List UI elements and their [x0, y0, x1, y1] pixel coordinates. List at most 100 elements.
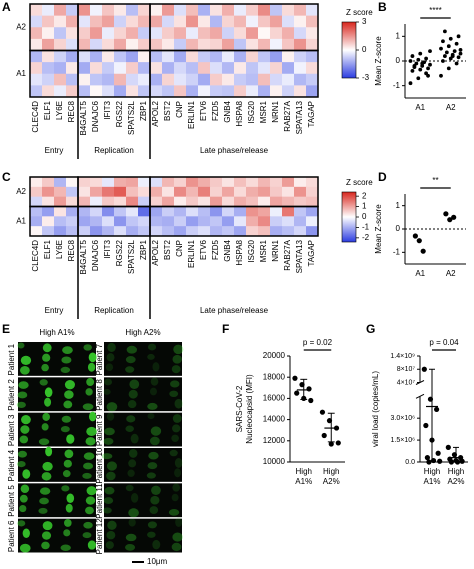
cell-fluorescence — [125, 543, 136, 551]
heatmap-cell — [186, 73, 199, 86]
cell-fluorescence — [38, 438, 50, 446]
heatmap-cell — [234, 15, 247, 28]
colorbar-tick-label: 0 — [362, 45, 367, 54]
heatmap-cell — [306, 73, 319, 86]
y-tick-label: 20000 — [263, 351, 286, 360]
cell-fluorescence — [63, 529, 71, 537]
heatmap-cell — [306, 206, 319, 217]
data-point — [452, 49, 457, 54]
heatmap-cell — [42, 216, 55, 227]
heatmap-cell — [282, 62, 295, 75]
column-label: High A1% — [39, 328, 74, 337]
heatmap-cell — [114, 50, 127, 63]
heatmap-cell — [114, 177, 127, 188]
heatmap-cell — [150, 226, 163, 237]
cell-fluorescence — [17, 391, 28, 399]
heatmap-cell — [222, 15, 235, 28]
heatmap-cell — [78, 186, 91, 198]
heatmap-cell — [258, 38, 271, 51]
heatmap-cell — [258, 196, 271, 207]
cell-fluorescence — [125, 356, 136, 364]
heatmap-cell — [198, 206, 211, 217]
heatmap-cell — [138, 62, 151, 75]
cell-fluorescence — [172, 532, 183, 542]
heatmap-cell — [210, 15, 223, 28]
cell-fluorescence — [63, 459, 72, 468]
data-point — [416, 238, 422, 244]
heatmap-cell — [66, 4, 79, 17]
heatmap-cell — [306, 196, 319, 207]
micrograph — [104, 342, 182, 376]
panel-letter: A — [2, 0, 11, 14]
column-label: B4GALT5 — [79, 239, 88, 274]
data-point — [450, 54, 455, 58]
y-tick-label: 1 — [396, 201, 401, 210]
colorbar-title: Z score — [346, 178, 373, 187]
heatmap-cell — [198, 15, 211, 28]
heatmap-cell — [54, 206, 67, 217]
cell-fluorescence — [62, 470, 71, 478]
data-point — [420, 248, 426, 254]
heatmap-cell — [102, 85, 115, 98]
colorbar-tick-label: 1 — [362, 202, 367, 211]
heatmap-cell — [198, 73, 211, 86]
heatmap-cell — [30, 50, 43, 63]
panel-letter: B — [378, 0, 387, 14]
heatmap-cell — [42, 15, 55, 28]
column-label: APOL2 — [151, 239, 160, 265]
cell-fluorescence — [147, 521, 157, 529]
cell-fluorescence — [19, 435, 29, 444]
heatmap-cell — [234, 186, 247, 198]
heatmap-cell — [102, 206, 115, 217]
data-point — [424, 455, 430, 461]
heatmap-cell — [114, 73, 127, 86]
heatmap-cell — [90, 38, 103, 51]
heatmap-cell — [90, 85, 103, 98]
heatmap-cell — [78, 27, 91, 40]
data-point — [410, 54, 415, 58]
data-point — [434, 406, 440, 413]
heatmap-cell — [54, 177, 67, 188]
micrograph — [18, 412, 96, 447]
heatmap-cell — [42, 226, 55, 237]
heatmap-cell — [42, 196, 55, 207]
patient-label: Patient 12 — [95, 518, 104, 555]
cell-fluorescence — [174, 468, 182, 478]
patient-label: Patient 5 — [7, 485, 16, 517]
heatmap-cell — [126, 85, 139, 98]
heatmap-cell — [78, 38, 91, 51]
cell-fluorescence — [174, 398, 183, 409]
y-tick-label: 1.5×10⁶ — [391, 437, 416, 444]
cell-fluorescence — [125, 484, 134, 492]
cell-fluorescence — [174, 458, 183, 468]
cell-fluorescence — [147, 531, 156, 538]
cell-fluorescence — [62, 346, 73, 354]
cell-fluorescence — [149, 387, 157, 396]
heatmap-cell — [138, 73, 151, 86]
micrograph — [104, 483, 182, 518]
column-label: FZD5 — [211, 100, 220, 121]
cell-fluorescence — [152, 539, 161, 550]
column-label: TAGAP — [307, 101, 316, 128]
heatmap-cell — [246, 177, 259, 188]
data-point — [335, 440, 341, 446]
y-axis-label: SARS-CoV-2 — [235, 385, 244, 432]
data-point — [418, 51, 423, 56]
heatmap-cell — [210, 216, 223, 227]
heatmap-cell — [78, 73, 91, 86]
cell-fluorescence — [172, 414, 182, 423]
colorbar-tick-label: 3 — [362, 17, 367, 26]
cell-fluorescence — [128, 389, 138, 399]
heatmap-cell — [246, 62, 259, 75]
micrograph — [18, 483, 96, 518]
cell-fluorescence — [172, 424, 181, 433]
heatmap-cell — [186, 216, 199, 227]
heatmap-cell — [126, 216, 139, 227]
cell-fluorescence — [85, 437, 96, 446]
heatmap-cell — [78, 15, 91, 28]
heatmap-cell — [30, 15, 43, 28]
cell-fluorescence — [85, 388, 93, 396]
heatmap-cell — [66, 50, 79, 63]
cell-fluorescence — [103, 388, 111, 395]
cell-fluorescence — [60, 426, 70, 433]
